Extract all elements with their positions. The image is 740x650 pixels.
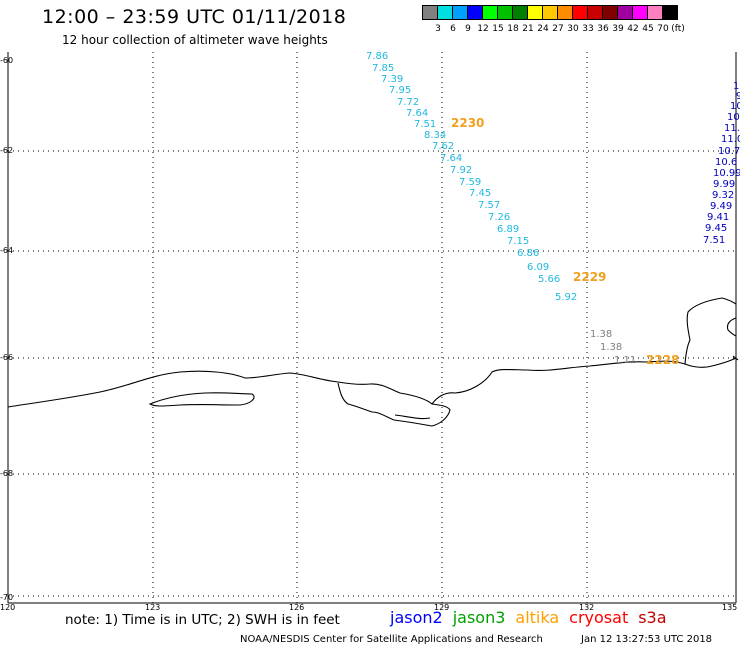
wave-height-color-scale: 3 6 9 12 15 18 21 24 27 30 33 36 39 42 45 70 (ft) [422, 5, 685, 34]
wave-height-value: 7.26 [488, 212, 510, 223]
wave-height-value: 7.59 [459, 177, 481, 188]
wave-height-value: 1: [733, 81, 740, 92]
wave-height-value: 8.34 [424, 130, 446, 141]
wave-height-value: 9.49 [710, 201, 732, 212]
scale-label: 15 [492, 24, 504, 34]
scale-label: 45 [642, 24, 654, 34]
scale-label: 42 [627, 24, 639, 34]
track-time-label: 2230 [451, 116, 484, 130]
wave-height-value: 9.45 [705, 223, 727, 234]
scale-label: (ft) [671, 24, 685, 34]
map-title: 12:00 – 23:59 UTC 01/11/2018 [42, 6, 347, 28]
wave-height-value: 7.95 [389, 85, 411, 96]
wave-height-value: 7.86 [366, 51, 388, 62]
wave-height-value: 7.72 [397, 97, 419, 108]
wave-height-value: 11. [724, 123, 740, 134]
antarctic-coastline [7, 297, 739, 427]
wave-height-value: 7.64 [440, 153, 462, 164]
wave-height-value: 9.99 [713, 179, 735, 190]
satellite-s3a: s3a [638, 608, 667, 627]
wave-height-value: 9.32 [712, 190, 734, 201]
track-time-label: 2228 [646, 353, 679, 367]
wave-height-value: 7.39 [381, 74, 403, 85]
wave-height-value: 7.15 [507, 236, 529, 247]
wave-height-value: 10. [727, 112, 740, 123]
latitude-label: -60 [0, 56, 14, 65]
scale-label: 3 [435, 24, 441, 34]
wave-height-value: 6.86 [517, 248, 539, 259]
latitude-label: -64 [0, 246, 14, 255]
scale-label: 36 [597, 24, 609, 34]
wave-height-value: 7.57 [478, 200, 500, 211]
longitude-label: 126 [289, 603, 305, 612]
wave-height-value: 5.66 [538, 274, 560, 285]
wave-height-value: 7.51 [414, 119, 436, 130]
map-subtitle: 12 hour collection of altimeter wave hei… [62, 33, 328, 47]
scale-label: 6 [450, 24, 456, 34]
longitude-label: 123 [145, 603, 161, 612]
satellite-jason2: jason2 [390, 608, 443, 627]
longitude-label: 135 [722, 603, 738, 612]
satellite-jason3: jason3 [452, 608, 506, 627]
wave-height-value: 1.38 [590, 329, 612, 340]
wave-height-value: 7.85 [372, 63, 394, 74]
satellite-altika: altika [515, 608, 560, 627]
wave-height-value: 7.51 [703, 235, 725, 246]
wave-height-value: 10.7 [718, 146, 740, 157]
scale-label: 33 [582, 24, 594, 34]
scale-label: 39 [612, 24, 624, 34]
wave-height-value: 7.92 [450, 165, 472, 176]
scale-label: 30 [567, 24, 579, 34]
scale-label: 21 [522, 24, 534, 34]
latitude-label: -68 [0, 469, 14, 478]
longitude-label: 132 [579, 603, 595, 612]
satellite-cryosat: cryosat [569, 608, 629, 627]
scale-label: 18 [507, 24, 519, 34]
timestamp-text: Jan 12 13:27:53 UTC 2018 [581, 634, 713, 645]
scale-label: 70 [657, 24, 669, 34]
latitude-label: -66 [0, 353, 14, 362]
latitude-label: -62 [0, 146, 14, 155]
wave-height-value: 11.0 [721, 134, 740, 145]
wave-height-value: 7.45 [469, 188, 491, 199]
wave-height-value: 9. [736, 91, 740, 102]
scale-label: 27 [552, 24, 564, 34]
wave-height-value: 6.89 [497, 224, 519, 235]
longitude-label: 129 [434, 603, 450, 612]
wave-height-value: 7.64 [406, 108, 428, 119]
wave-height-value: 7.62 [432, 141, 454, 152]
footnote: note: 1) Time is in UTC; 2) SWH is in fe… [65, 612, 340, 628]
track-time-label: 2229 [573, 270, 606, 284]
wave-height-value: 1.38 [600, 342, 622, 353]
satellite-legend: jason2 jason3 altika cryosat s3a [390, 608, 677, 627]
credit-text: NOAA/NESDIS Center for Satellite Applica… [240, 634, 543, 645]
scale-label: 9 [465, 24, 471, 34]
scale-label: 24 [537, 24, 549, 34]
scale-swatch [662, 5, 678, 20]
wave-height-value: 9.41 [707, 212, 729, 223]
latitude-label: -70 [0, 593, 14, 602]
wave-height-value: 6.09 [527, 262, 549, 273]
scale-label: 12 [477, 24, 489, 34]
wave-height-value: 10.99 [713, 168, 740, 179]
wave-height-value: 1.11 [614, 355, 636, 366]
wave-height-value: 10.6 [715, 157, 737, 168]
wave-height-value: 10. [730, 101, 740, 112]
longitude-label: 120 [0, 603, 16, 612]
wave-height-value: 5.92 [555, 292, 577, 303]
